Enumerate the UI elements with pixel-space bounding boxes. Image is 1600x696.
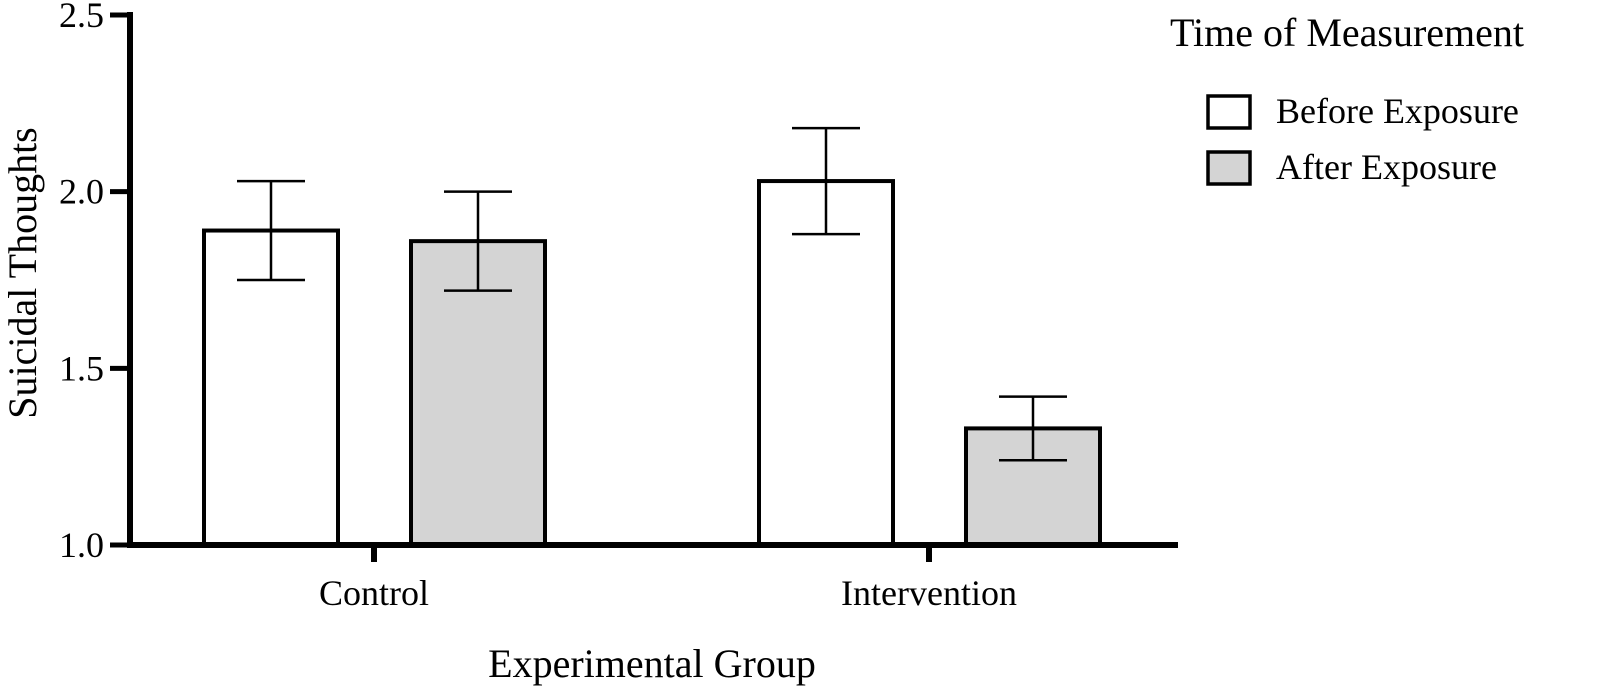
bars-layer — [202, 126, 1102, 548]
x-tick-label: Control — [319, 573, 429, 613]
legend-items: Before Exposure After Exposure — [1206, 91, 1519, 187]
x-ticks: Control Intervention — [319, 545, 1017, 613]
y-ticks: 1.0 1.5 2.0 2.5 — [59, 0, 130, 565]
x-axis-title: Experimental Group — [488, 641, 816, 686]
legend-swatch — [1206, 94, 1252, 130]
legend-label: After Exposure — [1276, 147, 1497, 187]
legend-swatch — [1206, 150, 1252, 186]
y-tick-label: 1.0 — [59, 525, 104, 565]
y-tick-label: 2.5 — [59, 0, 104, 35]
bar — [757, 179, 895, 547]
legend: Time of Measurement Before Exposure After… — [1170, 10, 1524, 187]
x-tick-label: Intervention — [841, 573, 1017, 613]
legend-title: Time of Measurement — [1170, 10, 1524, 55]
bar — [202, 228, 340, 548]
legend-label: Before Exposure — [1276, 91, 1519, 131]
axes-layer — [127, 12, 1178, 548]
y-tick-label: 1.5 — [59, 348, 104, 388]
y-axis-title: Suicidal Thoughts — [0, 127, 45, 418]
y-tick-label: 2.0 — [59, 172, 104, 212]
